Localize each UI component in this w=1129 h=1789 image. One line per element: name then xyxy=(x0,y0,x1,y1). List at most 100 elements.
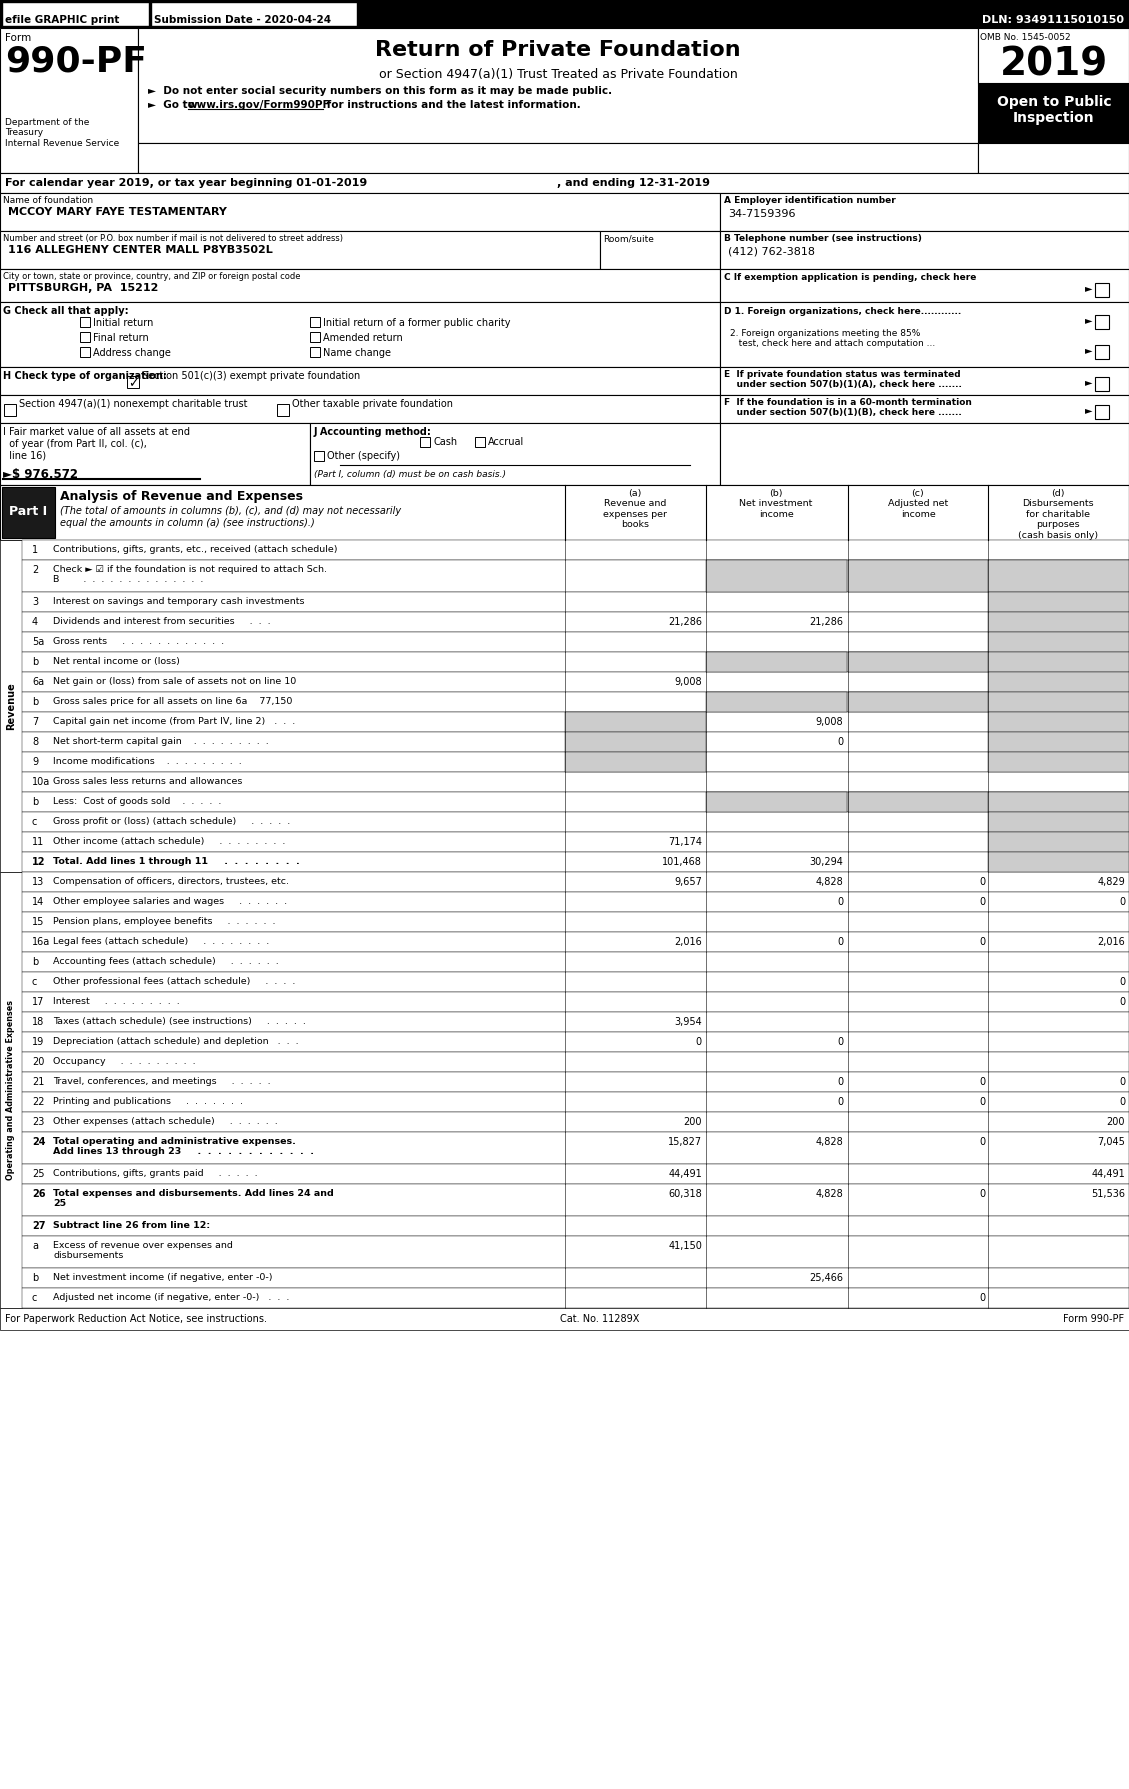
Text: or Section 4947(a)(1) Trust Treated as Private Foundation: or Section 4947(a)(1) Trust Treated as P… xyxy=(378,68,737,81)
Text: Gross rents     .  .  .  .  .  .  .  .  .  .  .  .: Gross rents . . . . . . . . . . . . xyxy=(53,637,225,646)
Text: 4: 4 xyxy=(32,617,38,626)
Bar xyxy=(420,437,430,447)
Text: J Accounting method:: J Accounting method: xyxy=(314,428,432,437)
Bar xyxy=(0,29,138,174)
Bar xyxy=(988,751,1129,773)
Text: A Employer identification number: A Employer identification number xyxy=(724,197,895,206)
Text: ►  Go to: ► Go to xyxy=(148,100,199,109)
Text: c: c xyxy=(32,818,37,827)
Text: 200: 200 xyxy=(1106,1116,1124,1127)
Bar xyxy=(988,852,1129,871)
Text: DLN: 93491115010150: DLN: 93491115010150 xyxy=(982,14,1124,25)
Text: 12: 12 xyxy=(32,857,45,868)
Text: For Paperwork Reduction Act Notice, see instructions.: For Paperwork Reduction Act Notice, see … xyxy=(5,1313,266,1324)
Text: 7,045: 7,045 xyxy=(1097,1138,1124,1147)
Text: D 1. Foreign organizations, check here............: D 1. Foreign organizations, check here..… xyxy=(724,308,961,317)
Text: 2,016: 2,016 xyxy=(1097,937,1124,946)
Text: 0: 0 xyxy=(837,1038,843,1047)
Text: Taxes (attach schedule) (see instructions)     .  .  .  .  .: Taxes (attach schedule) (see instruction… xyxy=(53,1016,306,1027)
Bar xyxy=(21,1091,1129,1113)
Bar xyxy=(720,268,1129,302)
Text: Cat. No. 11289X: Cat. No. 11289X xyxy=(560,1313,640,1324)
Bar xyxy=(21,1132,1129,1165)
Text: 9,657: 9,657 xyxy=(674,877,702,887)
Bar xyxy=(21,852,1129,871)
Bar xyxy=(21,751,1129,773)
Text: ►: ► xyxy=(1085,377,1093,386)
Text: 44,491: 44,491 xyxy=(1092,1168,1124,1179)
Text: Excess of revenue over expenses and
disbursements: Excess of revenue over expenses and disb… xyxy=(53,1242,233,1261)
Text: b: b xyxy=(32,957,38,968)
Text: Total operating and administrative expenses.
Add lines 13 through 23     .  .  .: Total operating and administrative expen… xyxy=(53,1138,314,1156)
Text: City or town, state or province, country, and ZIP or foreign postal code: City or town, state or province, country… xyxy=(3,272,300,281)
Bar xyxy=(706,651,847,673)
Text: Interest on savings and temporary cash investments: Interest on savings and temporary cash i… xyxy=(53,598,305,606)
Text: 0: 0 xyxy=(979,1138,984,1147)
Text: 25,466: 25,466 xyxy=(809,1274,843,1283)
Text: 3,954: 3,954 xyxy=(674,1016,702,1027)
Bar xyxy=(1095,315,1109,329)
Text: 0: 0 xyxy=(979,877,984,887)
Text: Accrual: Accrual xyxy=(488,437,524,447)
Bar xyxy=(0,231,599,268)
Bar xyxy=(21,1165,1129,1184)
Text: F  If the foundation is in a 60-month termination
    under section 507(b)(1)(B): F If the foundation is in a 60-month ter… xyxy=(724,397,972,417)
Bar xyxy=(21,812,1129,832)
Text: (Part I, column (d) must be on cash basis.): (Part I, column (d) must be on cash basi… xyxy=(314,471,506,479)
Bar xyxy=(21,692,1129,712)
Bar xyxy=(21,793,1129,812)
Text: Total. Add lines 1 through 11     .  .  .  .  .  .  .  .: Total. Add lines 1 through 11 . . . . . … xyxy=(53,857,300,866)
Text: 21,286: 21,286 xyxy=(668,617,702,626)
Bar xyxy=(1095,345,1109,360)
Text: 23: 23 xyxy=(32,1116,44,1127)
Bar xyxy=(21,1184,1129,1217)
Text: ►: ► xyxy=(1085,283,1093,293)
Text: c: c xyxy=(32,977,37,988)
Text: G Check all that apply:: G Check all that apply: xyxy=(3,306,129,317)
Bar xyxy=(988,612,1129,632)
Bar xyxy=(21,1113,1129,1132)
Text: 2019: 2019 xyxy=(1000,47,1109,84)
Text: 200: 200 xyxy=(683,1116,702,1127)
Text: 0: 0 xyxy=(1119,1077,1124,1088)
Bar xyxy=(21,932,1129,952)
Text: (412) 762-3818: (412) 762-3818 xyxy=(728,247,815,258)
Bar xyxy=(564,712,706,732)
Text: Accounting fees (attach schedule)     .  .  .  .  .  .: Accounting fees (attach schedule) . . . … xyxy=(53,957,279,966)
Bar xyxy=(310,347,320,358)
Text: Gross profit or (loss) (attach schedule)     .  .  .  .  .: Gross profit or (loss) (attach schedule)… xyxy=(53,818,290,827)
Bar xyxy=(21,893,1129,912)
Bar xyxy=(21,912,1129,932)
Bar xyxy=(0,0,1129,29)
Text: Other professional fees (attach schedule)     .  .  .  .: Other professional fees (attach schedule… xyxy=(53,977,296,986)
Bar xyxy=(720,395,1129,422)
Bar xyxy=(21,1236,1129,1268)
Text: 21,286: 21,286 xyxy=(809,617,843,626)
Text: 4,828: 4,828 xyxy=(815,877,843,887)
Text: Depreciation (attach schedule) and depletion   .  .  .: Depreciation (attach schedule) and deple… xyxy=(53,1038,299,1047)
Bar xyxy=(988,651,1129,673)
Text: 6a: 6a xyxy=(32,676,44,687)
Text: 4,828: 4,828 xyxy=(815,1138,843,1147)
Text: Check ► ☑ if the foundation is not required to attach Sch.
B        .  .  .  .  : Check ► ☑ if the foundation is not requi… xyxy=(53,565,327,585)
Bar xyxy=(310,422,720,485)
Text: Less:  Cost of goods sold    .  .  .  .  .: Less: Cost of goods sold . . . . . xyxy=(53,798,221,807)
Text: 9,008: 9,008 xyxy=(815,717,843,726)
Text: 15,827: 15,827 xyxy=(668,1138,702,1147)
Text: Net investment income (if negative, enter -0-): Net investment income (if negative, ente… xyxy=(53,1274,272,1283)
Text: Submission Date - 2020-04-24: Submission Date - 2020-04-24 xyxy=(154,14,331,25)
Bar xyxy=(0,485,1129,540)
Text: 0: 0 xyxy=(979,1190,984,1199)
Text: Open to Public
Inspection: Open to Public Inspection xyxy=(997,95,1111,125)
Bar xyxy=(988,832,1129,852)
Bar xyxy=(21,991,1129,1013)
Text: Subtract line 26 from line 12:: Subtract line 26 from line 12: xyxy=(53,1222,210,1231)
Bar xyxy=(21,540,1129,560)
Text: Cash: Cash xyxy=(434,437,457,447)
Text: 0: 0 xyxy=(1119,896,1124,907)
Bar xyxy=(0,193,720,231)
Text: Other income (attach schedule)     .  .  .  .  .  .  .  .: Other income (attach schedule) . . . . .… xyxy=(53,837,286,846)
Bar xyxy=(0,174,1129,193)
Bar xyxy=(978,29,1129,82)
Bar xyxy=(706,692,847,712)
